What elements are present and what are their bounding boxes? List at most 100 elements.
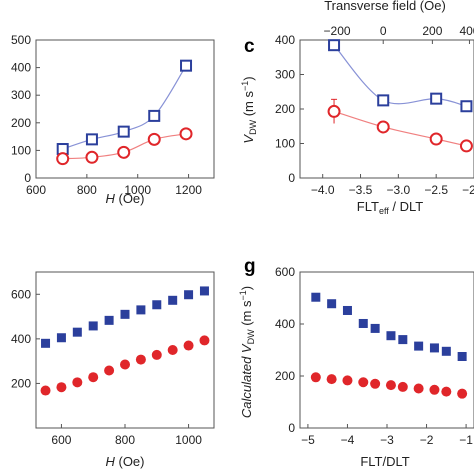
- panel-c-frame: [299, 39, 474, 179]
- data-point-circle: [151, 349, 162, 360]
- data-point-square: [104, 315, 114, 325]
- x-tick-label: −3.5: [349, 183, 373, 197]
- y-tick-label: 100: [11, 143, 31, 157]
- data-point-square: [460, 100, 473, 113]
- data-point-circle: [457, 388, 468, 399]
- panel-g-ticks: −5 −4 −3 −2 −1 0 200 400 600: [275, 265, 473, 447]
- panel-g-xlabel: FLT/DLT: [360, 454, 409, 469]
- data-point-circle: [326, 374, 337, 385]
- data-point-square: [120, 309, 130, 319]
- data-point-square: [199, 286, 209, 296]
- data-point-circle: [441, 386, 452, 397]
- panel-bottom-left-marks: [40, 286, 210, 396]
- data-point-square: [370, 323, 380, 333]
- x-tick-label: −2.5: [424, 183, 448, 197]
- data-point-square: [88, 321, 98, 331]
- data-point-circle: [88, 372, 99, 383]
- y-tick-label: 0: [288, 171, 295, 185]
- y-tick-label: 200: [11, 376, 31, 390]
- top-tick-label: −200: [324, 24, 351, 38]
- data-point-square: [148, 109, 161, 122]
- data-point-circle: [183, 340, 194, 351]
- panel-c-xlabel: FLTeff / DLT: [357, 199, 423, 216]
- data-point-circle: [310, 372, 321, 383]
- data-point-circle: [72, 377, 83, 388]
- y-tick-label: 600: [275, 265, 295, 279]
- data-point-circle: [342, 375, 353, 386]
- panel-c: c Transverse field (Oe) −4.0 −3.5 −3.0 −2.5…: [240, 0, 474, 216]
- x-tick-label: 800: [77, 183, 97, 197]
- data-point-circle: [413, 383, 424, 394]
- y-tick-label: 200: [11, 116, 31, 130]
- panel-top-left-xlabel: H (Oe): [105, 191, 144, 206]
- y-tick-label: 600: [11, 287, 31, 301]
- panel-g-ylabel: Calculated VDW (m s−1): [238, 286, 256, 418]
- data-point-circle: [376, 120, 390, 134]
- data-point-square: [136, 305, 146, 315]
- data-point-square: [184, 290, 194, 300]
- data-point-square: [180, 59, 193, 72]
- x-tick-label: 1000: [175, 433, 202, 447]
- data-point-square: [168, 295, 178, 305]
- x-tick-label: 1200: [175, 183, 202, 197]
- data-point-square: [398, 335, 408, 345]
- panel-g: g −5 −4 −3 −2 −1 0 200 400 600 Calculated VDW (m…: [238, 256, 474, 469]
- x-tick-label: −4: [341, 433, 355, 447]
- series-line: [333, 110, 467, 147]
- data-point-circle: [104, 365, 115, 376]
- data-point-square: [311, 292, 321, 302]
- data-point-circle: [397, 381, 408, 392]
- data-point-square: [414, 341, 424, 351]
- data-point-circle: [358, 377, 369, 388]
- data-point-square: [386, 331, 396, 341]
- panel-top-left-ticks: 600 800 1000 1200 0 100 200 300 400 500: [11, 33, 202, 197]
- data-point-circle: [199, 335, 210, 346]
- panel-bottom-left-ticks: 600 800 1000 200 400 600: [11, 287, 202, 447]
- data-point-circle: [327, 104, 341, 118]
- panel-top-left: 600 800 1000 1200 0 100 200 300 400 500 H (Oe): [11, 33, 215, 206]
- x-tick-label: −3: [380, 433, 394, 447]
- data-point-square: [85, 133, 98, 146]
- data-point-circle: [147, 132, 161, 146]
- x-tick-label: −1: [459, 433, 473, 447]
- data-point-square: [56, 333, 66, 343]
- data-point-circle: [120, 359, 130, 370]
- data-point-square: [152, 300, 162, 310]
- y-tick-label: 0: [288, 421, 295, 435]
- top-tick-label: 0: [380, 24, 387, 38]
- panel-c-label: c: [244, 36, 255, 57]
- y-tick-label: 0: [24, 171, 31, 185]
- data-point-square: [430, 92, 443, 105]
- top-tick-label: 200: [422, 24, 442, 38]
- x-tick-label: −3.0: [386, 183, 410, 197]
- data-point-circle: [167, 345, 178, 355]
- data-point-square: [41, 338, 51, 348]
- panel-g-label: g: [244, 256, 256, 277]
- data-point-square: [377, 94, 390, 107]
- y-tick-label: 400: [11, 332, 31, 346]
- data-point-circle: [429, 384, 440, 395]
- y-tick-label: 200: [275, 369, 295, 383]
- panel-g-marks: [310, 292, 468, 399]
- data-point-square: [342, 305, 352, 315]
- y-tick-label: 200: [275, 102, 295, 116]
- data-point-circle: [117, 145, 131, 159]
- data-point-square: [72, 327, 82, 337]
- x-tick-label: 600: [51, 433, 71, 447]
- data-point-circle: [429, 132, 443, 146]
- data-point-square: [328, 39, 341, 52]
- y-tick-label: 100: [275, 137, 295, 151]
- x-tick-label: −5: [301, 433, 315, 447]
- data-point-circle: [370, 378, 381, 389]
- data-point-circle: [385, 380, 396, 391]
- x-tick-label: 800: [115, 433, 135, 447]
- panel-c-top-xlabel: Transverse field (Oe): [324, 0, 446, 13]
- x-tick-label: 1000: [124, 183, 151, 197]
- x-tick-label: 600: [26, 183, 46, 197]
- data-point-square: [441, 346, 451, 356]
- panel-top-left-frame: [35, 39, 215, 179]
- series-line: [333, 44, 467, 107]
- data-point-circle: [56, 382, 67, 393]
- x-tick-label: −4.0: [311, 183, 335, 197]
- y-tick-label: 300: [275, 68, 295, 82]
